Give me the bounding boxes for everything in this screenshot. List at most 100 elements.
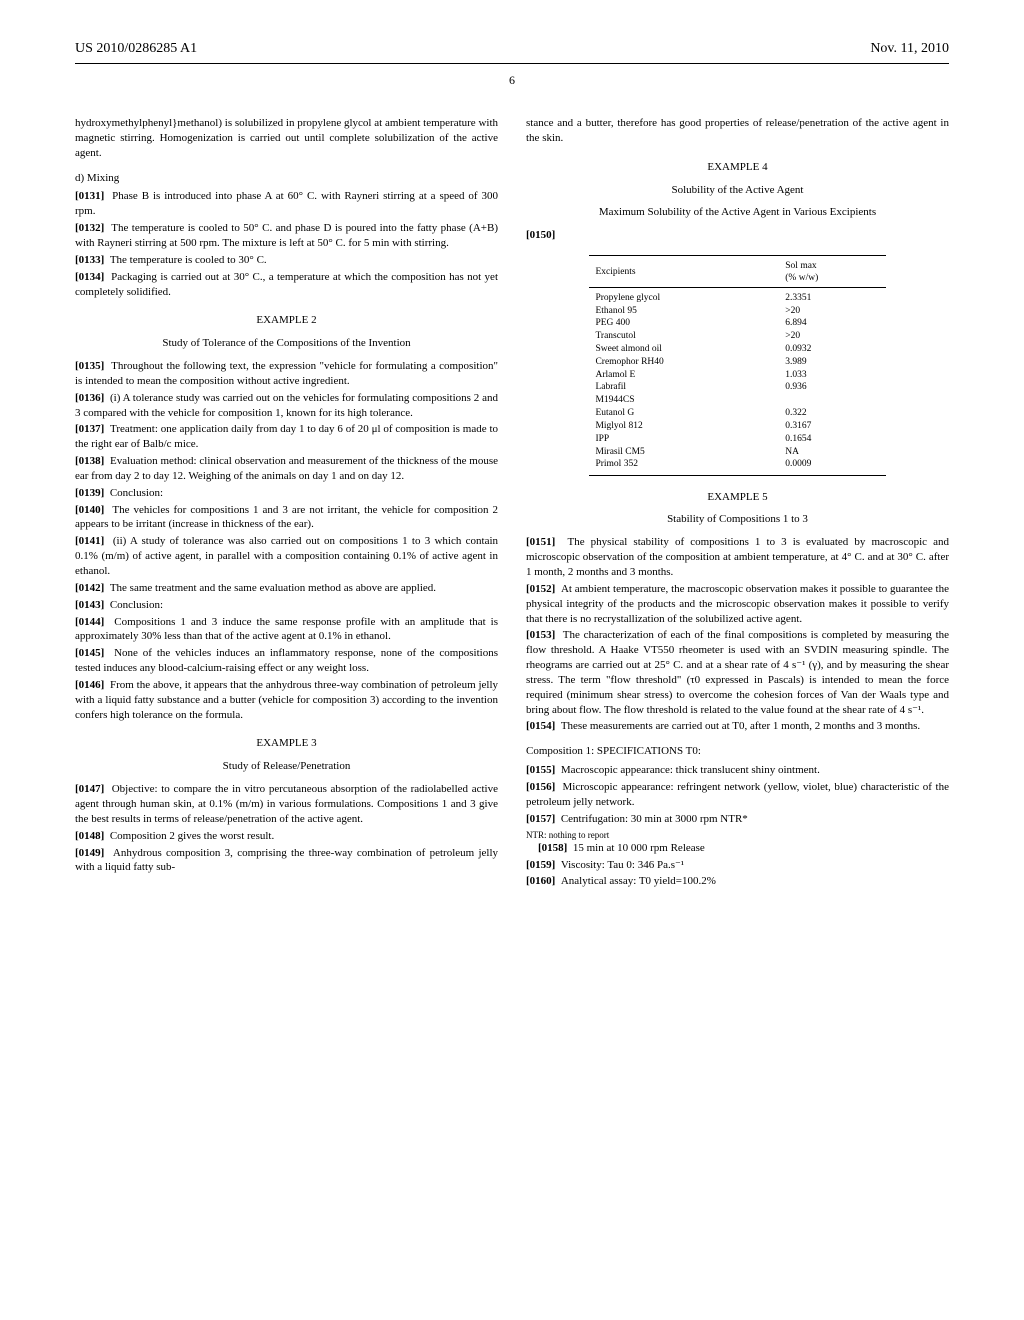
para-label: [0131] bbox=[75, 190, 104, 202]
excipient-name: Transcutol bbox=[589, 330, 779, 343]
example-4-subtitle-2: Maximum Solubility of the Active Agent i… bbox=[526, 205, 949, 220]
excipient-value: 1.033 bbox=[779, 369, 885, 382]
para-text: Microscopic appearance: refringent netwo… bbox=[526, 781, 949, 808]
para-text: 15 min at 10 000 rpm Release bbox=[573, 842, 705, 854]
patent-date: Nov. 11, 2010 bbox=[870, 40, 949, 59]
para-text: Macroscopic appearance: thick translucen… bbox=[561, 764, 820, 776]
para-label: [0148] bbox=[75, 830, 104, 842]
para-0159: [0159] Viscosity: Tau 0: 346 Pa.s⁻¹ bbox=[526, 858, 949, 873]
para-label: [0160] bbox=[526, 875, 555, 887]
para-label: [0136] bbox=[75, 392, 104, 404]
section-d-mixing: d) Mixing bbox=[75, 171, 498, 186]
para-text: These measurements are carried out at T0… bbox=[561, 720, 920, 732]
content-columns: hydroxymethylphenyl}methanol) is solubil… bbox=[75, 116, 949, 891]
para-text: Objective: to compare the in vitro percu… bbox=[75, 783, 498, 825]
para-0134: [0134] Packaging is carried out at 30° C… bbox=[75, 270, 498, 300]
right-column: stance and a butter, therefore has good … bbox=[526, 116, 949, 891]
para-0132: [0132] The temperature is cooled to 50° … bbox=[75, 221, 498, 251]
para-label: [0144] bbox=[75, 616, 104, 628]
para-label: [0142] bbox=[75, 582, 104, 594]
excipient-value: 0.1654 bbox=[779, 433, 885, 446]
para-label: [0138] bbox=[75, 455, 104, 467]
para-text: Compositions 1 and 3 induce the same res… bbox=[75, 616, 498, 643]
para-text: The vehicles for compositions 1 and 3 ar… bbox=[75, 504, 498, 531]
para-label: [0140] bbox=[75, 504, 104, 516]
para-0140: [0140] The vehicles for compositions 1 a… bbox=[75, 503, 498, 533]
para-0154: [0154] These measurements are carried ou… bbox=[526, 719, 949, 734]
ntr-note: NTR: nothing to report bbox=[526, 829, 949, 841]
page-header: US 2010/0286285 A1 Nov. 11, 2010 bbox=[75, 40, 949, 64]
para-0143: [0143] Conclusion: bbox=[75, 598, 498, 613]
para-0155: [0155] Macroscopic appearance: thick tra… bbox=[526, 763, 949, 778]
para-0151: [0151] The physical stability of composi… bbox=[526, 535, 949, 580]
para-label: [0153] bbox=[526, 629, 555, 641]
para-0160: [0160] Analytical assay: T0 yield=100.2% bbox=[526, 874, 949, 889]
para-0148: [0148] Composition 2 gives the worst res… bbox=[75, 829, 498, 844]
table-row: M1944CS bbox=[589, 394, 885, 407]
para-text: Throughout the following text, the expre… bbox=[75, 360, 498, 387]
para-label: [0147] bbox=[75, 783, 104, 795]
excipient-value: 0.322 bbox=[779, 407, 885, 420]
excipient-value: 0.0932 bbox=[779, 343, 885, 356]
para-label: [0158] bbox=[538, 842, 567, 854]
excipient-name: Labrafil bbox=[589, 381, 779, 394]
para-0153: [0153] The characterization of each of t… bbox=[526, 628, 949, 717]
excipient-name: Eutanol G bbox=[589, 407, 779, 420]
example-2-subtitle: Study of Tolerance of the Compositions o… bbox=[75, 336, 498, 351]
para-label: [0132] bbox=[75, 222, 104, 234]
table-row: Cremophor RH403.989 bbox=[589, 356, 885, 369]
para-label: [0156] bbox=[526, 781, 555, 793]
excipient-name: IPP bbox=[589, 433, 779, 446]
patent-number: US 2010/0286285 A1 bbox=[75, 40, 197, 59]
para-0152: [0152] At ambient temperature, the macro… bbox=[526, 582, 949, 627]
para-label: [0149] bbox=[75, 847, 104, 859]
excipient-value: 0.3167 bbox=[779, 420, 885, 433]
table-row: Labrafil0.936 bbox=[589, 381, 885, 394]
table-row: Transcutol>20 bbox=[589, 330, 885, 343]
para-text: At ambient temperature, the macroscopic … bbox=[526, 583, 949, 625]
para-0138: [0138] Evaluation method: clinical obser… bbox=[75, 454, 498, 484]
para-top-continuation: stance and a butter, therefore has good … bbox=[526, 116, 949, 146]
para-label: [0134] bbox=[75, 271, 104, 283]
excipient-value bbox=[779, 394, 885, 407]
example-3-subtitle: Study of Release/Penetration bbox=[75, 759, 498, 774]
para-0146: [0146] From the above, it appears that t… bbox=[75, 678, 498, 723]
para-label: [0143] bbox=[75, 599, 104, 611]
excipient-name: Sweet almond oil bbox=[589, 343, 779, 356]
example-5-subtitle: Stability of Compositions 1 to 3 bbox=[526, 512, 949, 527]
para-0156: [0156] Microscopic appearance: refringen… bbox=[526, 780, 949, 810]
excipient-name: PEG 400 bbox=[589, 317, 779, 330]
excipient-name: Cremophor RH40 bbox=[589, 356, 779, 369]
table-header-excipients: Excipients bbox=[589, 260, 779, 288]
para-text: None of the vehicles induces an inflamma… bbox=[75, 647, 498, 674]
para-label: [0135] bbox=[75, 360, 104, 372]
excipient-value: 2.3351 bbox=[779, 292, 885, 305]
para-0139: [0139] Conclusion: bbox=[75, 486, 498, 501]
para-text: The temperature is cooled to 30° C. bbox=[110, 254, 267, 266]
excipient-value: 6.894 bbox=[779, 317, 885, 330]
table-row: Mirasil CM5NA bbox=[589, 446, 885, 459]
excipient-name: Arlamol E bbox=[589, 369, 779, 382]
example-5-title: EXAMPLE 5 bbox=[526, 490, 949, 505]
para-0133: [0133] The temperature is cooled to 30° … bbox=[75, 253, 498, 268]
para-text: (i) A tolerance study was carried out on… bbox=[75, 392, 498, 419]
table-row: Miglyol 8120.3167 bbox=[589, 420, 885, 433]
example-3-title: EXAMPLE 3 bbox=[75, 736, 498, 751]
table-row: Primol 3520.0009 bbox=[589, 458, 885, 471]
para-text: The temperature is cooled to 50° C. and … bbox=[75, 222, 498, 249]
table-header-solmax: Sol max(% w/w) bbox=[779, 260, 885, 288]
para-0136: [0136] (i) A tolerance study was carried… bbox=[75, 391, 498, 421]
para-text: The physical stability of compositions 1… bbox=[526, 536, 949, 578]
para-label: [0150] bbox=[526, 229, 555, 241]
para-text: Phase B is introduced into phase A at 60… bbox=[75, 190, 498, 217]
table-row: IPP0.1654 bbox=[589, 433, 885, 446]
excipient-value: >20 bbox=[779, 330, 885, 343]
para-text: Treatment: one application daily from da… bbox=[75, 423, 498, 450]
para-0142: [0142] The same treatment and the same e… bbox=[75, 581, 498, 596]
excipient-name: Primol 352 bbox=[589, 458, 779, 471]
table-row: Propylene glycol2.3351 bbox=[589, 292, 885, 305]
para-text: (ii) A study of tolerance was also carri… bbox=[75, 535, 498, 577]
para-0157: [0157] Centrifugation: 30 min at 3000 rp… bbox=[526, 812, 949, 827]
para-text: From the above, it appears that the anhy… bbox=[75, 679, 498, 721]
para-label: [0137] bbox=[75, 423, 104, 435]
